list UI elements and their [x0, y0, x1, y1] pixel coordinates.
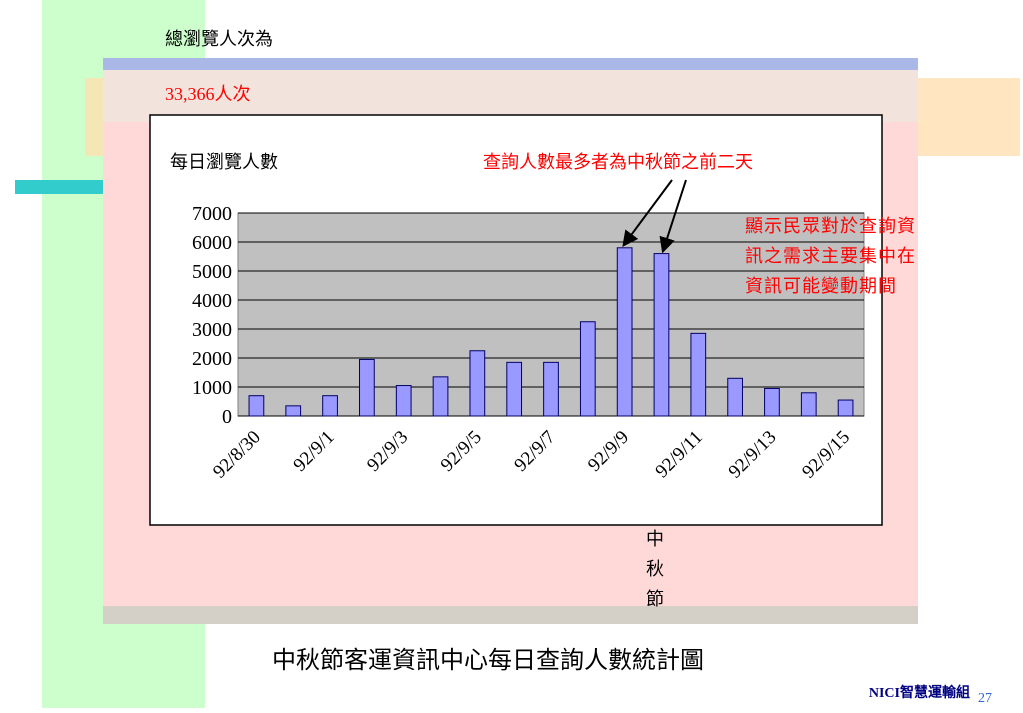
y-tick-label: 5000	[192, 261, 232, 283]
y-tick-label: 4000	[192, 290, 232, 312]
bar	[616, 247, 633, 417]
window-titlebar	[103, 58, 918, 70]
note-line: 訊之需求主要集中在	[745, 246, 916, 266]
bar	[359, 358, 375, 417]
y-tick-label: 2000	[192, 348, 232, 370]
chart-title: 每日瀏覽人數	[170, 152, 278, 172]
festival-label: 節	[646, 589, 664, 609]
note-line: 資訊可能變動期間	[745, 276, 897, 296]
arrow	[659, 179, 687, 254]
annotation: 查詢人數最多者為中秋節之前二天	[483, 152, 753, 172]
bar	[764, 387, 780, 417]
y-tick-label: 3000	[192, 319, 232, 341]
window-toolbar	[103, 70, 918, 122]
bar	[432, 376, 449, 417]
bar	[579, 321, 596, 417]
y-tick-label: 7000	[192, 203, 232, 225]
note-line: 顯示民眾對於查詢資	[745, 216, 916, 236]
bar	[837, 399, 854, 417]
y-tick-label: 6000	[192, 232, 232, 254]
bar	[248, 395, 265, 417]
bar	[395, 385, 412, 417]
bar	[690, 332, 707, 417]
bar	[727, 377, 743, 417]
bar	[543, 361, 559, 417]
bar	[285, 405, 302, 417]
bar	[506, 361, 523, 417]
caption: 中秋節客運資訊中心每日查詢人數統計圖	[272, 647, 704, 674]
page-number: 27	[978, 691, 992, 706]
arrow	[622, 179, 673, 248]
y-tick-label: 0	[222, 406, 232, 428]
footer: NICI智慧運輸組	[869, 684, 970, 701]
festival-label: 中	[646, 529, 664, 549]
taskbar	[103, 606, 918, 624]
total-value: 33,366人次	[165, 84, 251, 104]
bar	[322, 395, 338, 417]
y-tick-label: 1000	[192, 377, 232, 399]
bar	[800, 392, 817, 417]
festival-label: 秋	[646, 559, 664, 579]
total-label: 總瀏覽人次為	[165, 29, 273, 49]
bar	[469, 350, 486, 417]
bar	[653, 253, 670, 417]
